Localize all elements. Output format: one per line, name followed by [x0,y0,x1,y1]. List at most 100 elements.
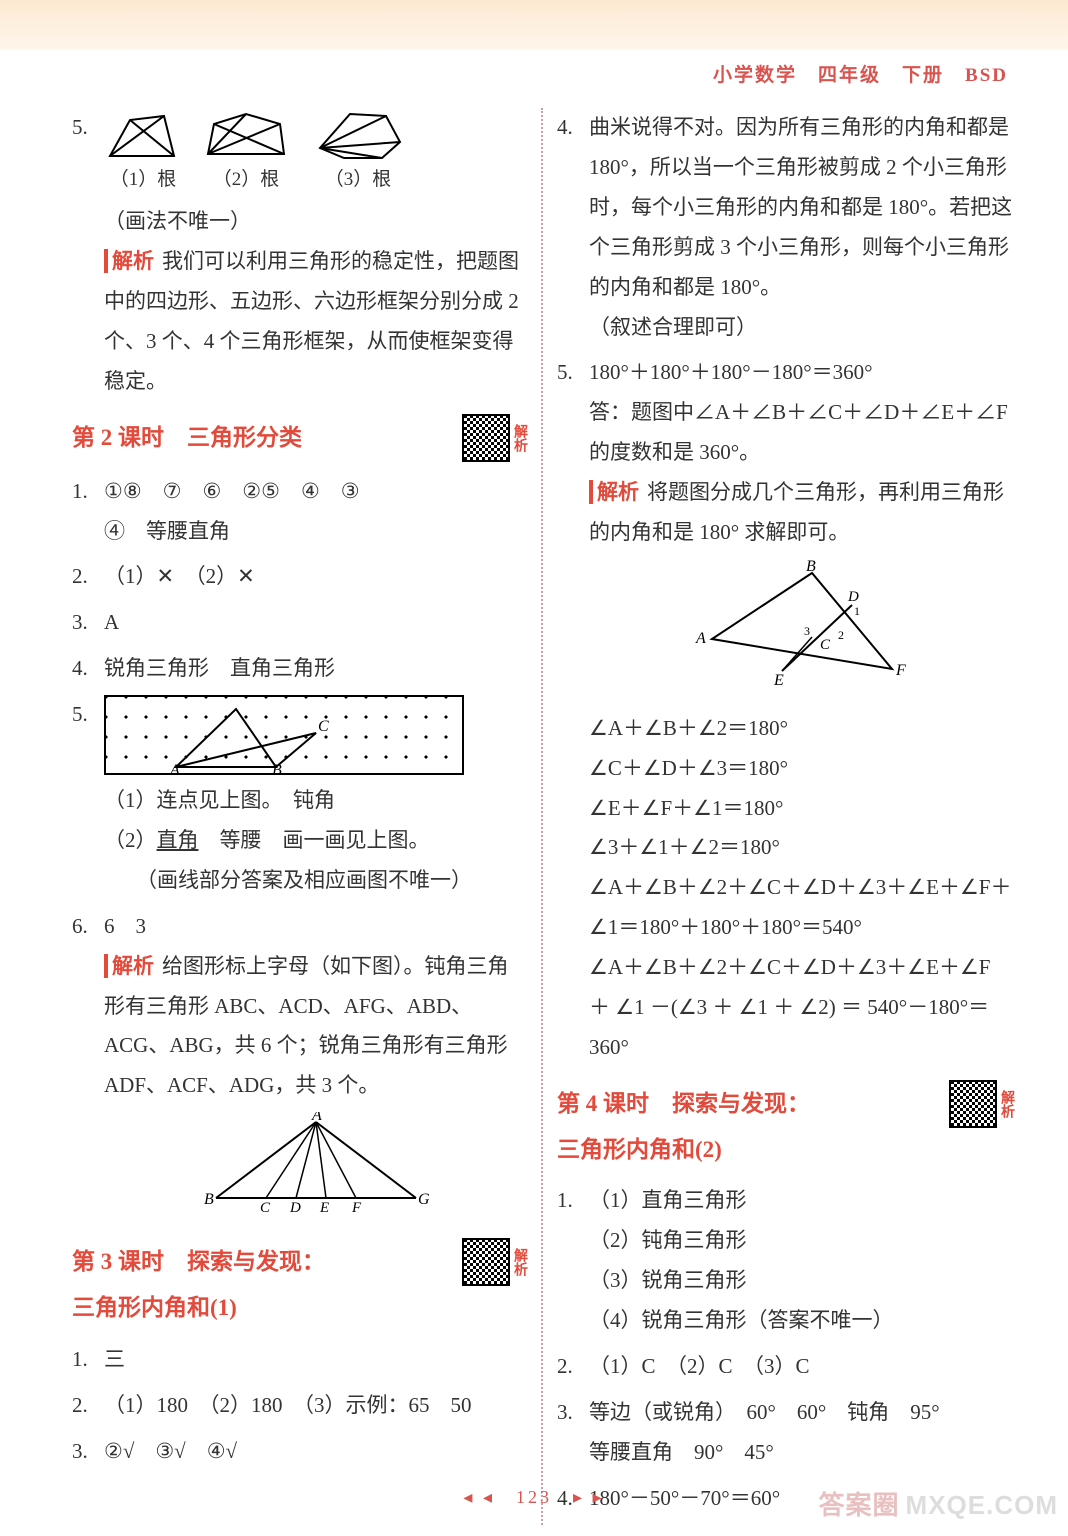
lesson-3-title-b: 三角形内角和(1) [72,1286,527,1330]
shape-pent: （2）根 [200,110,292,198]
l4-q1: 1. （1）直角三角形 （2）钝角三角形 （3）锐角三角形 （4）锐角三角形（答… [557,1181,1014,1341]
svg-text:2: 2 [838,628,844,642]
triangle-figure: B A E F D C 1 2 3 [589,559,1014,703]
l2-q4: 4. 锐角三角形 直角三角形 [72,649,527,689]
sub-rest: 等腰 画一画见上图。 [199,828,430,852]
qr-wrap: 解析 [456,1238,527,1286]
svg-text:C: C [318,718,329,735]
svg-text:A: A [695,630,706,647]
svg-text:D: D [289,1200,301,1212]
item-number: 4. [557,108,573,148]
answer-line: 答：题图中∠A＋∠B＋∠C＋∠D＋∠E＋∠F 的度数和是 360°。 [589,393,1014,473]
lesson-2-title: 第 2 课时 三角形分类 解析 [72,414,527,462]
analysis-tag: 解析 [104,249,158,273]
eq-line: ∠3＋∠1＋∠2＝180° [589,828,1014,868]
answer-line: 锐角三角形 直角三角形 [104,649,527,689]
answer-line: A [104,603,527,643]
item-number: 2. [557,1347,573,1387]
underlined-answer: 直角 [157,828,199,852]
l2-q5: 5. A B C （1）连点见上图。 钝角 （2）直角 等腰 画一画见上图。 （… [72,695,527,901]
answer-line: （1）C （2）C （3）C [589,1347,1014,1387]
page-header: 小学数学 四年级 下册 BSD [0,50,1068,98]
qr-wrap: 解析 [456,414,527,462]
pent-icon [200,110,292,162]
r-q5: 5. 180°＋180°＋180°－180°＝360° 答：题图中∠A＋∠B＋∠… [557,353,1014,1067]
analysis-text: 我们可以利用三角形的稳定性，把题图中的四边形、五边形、六边形框架分别分成 2 个… [104,249,519,393]
qr-wrap: 解析 [943,1080,1014,1128]
l2-q3: 3. A [72,603,527,643]
answer-line: 6 3 [104,907,527,947]
qr-code-icon[interactable] [462,414,510,462]
item-number: 2. [72,557,88,597]
sub-answer: （4）锐角三角形（答案不唯一） [589,1301,1014,1341]
lesson-4-title: 第 4 课时 探索与发现： 解析 [557,1080,1014,1128]
item-number: 3. [557,1393,573,1433]
shape-hex: （3）根 [310,108,406,198]
r-q4: 4. 曲米说得不对。因为所有三角形的内角和都是 180°，所以当一个三角形被剪成… [557,108,1014,347]
top-band [0,0,1068,50]
lesson-title-line1: 第 3 课时 探索与发现： [72,1240,325,1284]
q5-left: 5. （1）根 （2）根 （3）根 （画法不唯一） 解析我们可以利用三角形的稳定… [72,108,527,402]
sub-answer: （1）直角三角形 [589,1181,1014,1221]
watermark-en: MXQE.COM [906,1490,1058,1520]
title-a: 第 4 课时 探索与发现： [557,1082,810,1126]
shape-label: （3）根 [325,162,392,198]
svg-text:C: C [820,637,831,653]
qr-label: 解析 [999,1090,1014,1118]
analysis: 解析将题图分成几个三角形，再利用三角形的内角和是 180° 求解即可。 [589,473,1014,553]
title-a: 第 3 课时 探索与发现： [72,1249,325,1274]
answer-line: ④ 等腰直角 [104,512,527,552]
lesson-3-title: 第 3 课时 探索与发现： 解析 [72,1238,527,1286]
svg-text:F: F [895,662,906,679]
l2-q6: 6. 6 3 解析给图形标上字母（如下图）。钝角三角形有三角形 ABC、ACD、… [72,907,527,1226]
item-number: 5. [72,108,88,148]
svg-text:E: E [319,1200,329,1212]
svg-text:F: F [351,1200,362,1212]
item-number: 1. [72,1340,88,1380]
item-number: 3. [72,1432,88,1472]
item-number: 5. [72,695,88,735]
item-number: 3. [72,603,88,643]
watermark: 答案圈MXQE.COM [819,1481,1058,1530]
sub-answer: （2）钝角三角形 [589,1221,1014,1261]
triangle-diagram-icon: B A E F D C 1 2 3 [682,559,922,689]
shape-quad: （1）根 [104,110,182,198]
l2-q1: 1. ①⑧ ⑦ ⑥ ②⑤ ④ ③ ④ 等腰直角 [72,472,527,552]
answer-text: 曲米说得不对。因为所有三角形的内角和都是 180°，所以当一个三角形被剪成 2 … [589,108,1014,307]
svg-text:1: 1 [854,604,860,618]
answer-line: ①⑧ ⑦ ⑥ ②⑤ ④ ③ [104,472,527,512]
answer-line: （1）✕ （2）✕ [104,557,527,597]
svg-text:A: A [169,762,180,777]
left-column: 5. （1）根 （2）根 （3）根 （画法不唯一） 解析我们可以利用三角形的稳定… [58,108,543,1525]
analysis-tag: 解析 [589,480,643,504]
l2-q2: 2. （1）✕ （2）✕ [72,557,527,597]
watermark-cn: 答案圈 [819,1490,900,1520]
quad-icon [104,110,182,162]
title-b: 三角形内角和(2) [557,1128,722,1172]
qr-code-icon[interactable] [949,1080,997,1128]
qr-label: 解析 [512,424,527,452]
fan-triangle-figure: A B C D E F G [104,1112,527,1226]
eq-line: ∠A＋∠B＋∠2＝180° [589,709,1014,749]
lesson-title-text: 第 2 课时 三角形分类 [72,416,302,460]
title-b: 三角形内角和(1) [72,1286,237,1330]
qr-code-icon[interactable] [462,1238,510,1286]
answer-line: 等边（或锐角） 60° 60° 钝角 95° [589,1393,1014,1433]
eq-line: ∠A＋∠B＋∠2＋∠C＋∠D＋∠3＋∠E＋∠F＋∠1＝180°＋180°＋180… [589,868,1014,948]
eq-line: ∠A＋∠B＋∠2＋∠C＋∠D＋∠3＋∠E＋∠F ＋ ∠1 －(∠3 ＋ ∠1 ＋… [589,948,1014,1068]
svg-text:B: B [204,1191,214,1208]
svg-text:A: A [311,1112,322,1124]
content-columns: 5. （1）根 （2）根 （3）根 （画法不唯一） 解析我们可以利用三角形的稳定… [0,98,1068,1525]
l4-q3: 3. 等边（或锐角） 60° 60° 钝角 95° 等腰直角 90° 45° [557,1393,1014,1473]
sub-answer: （3）锐角三角形 [589,1261,1014,1301]
svg-text:B: B [806,559,816,575]
analysis-text: 将题图分成几个三角形，再利用三角形的内角和是 180° 求解即可。 [589,480,1004,544]
dot-grid-figure: A B C [104,695,464,775]
sub-answer: （1）连点见上图。 钝角 [104,781,527,821]
svg-text:G: G [418,1191,430,1208]
l4-q2: 2. （1）C （2）C （3）C [557,1347,1014,1387]
item-number: 1. [72,472,88,512]
lesson-4-title-b: 三角形内角和(2) [557,1128,1014,1172]
shape-row: （1）根 （2）根 （3）根 [104,108,527,198]
sub-note: （画线部分答案及相应画图不唯一） [104,861,527,901]
